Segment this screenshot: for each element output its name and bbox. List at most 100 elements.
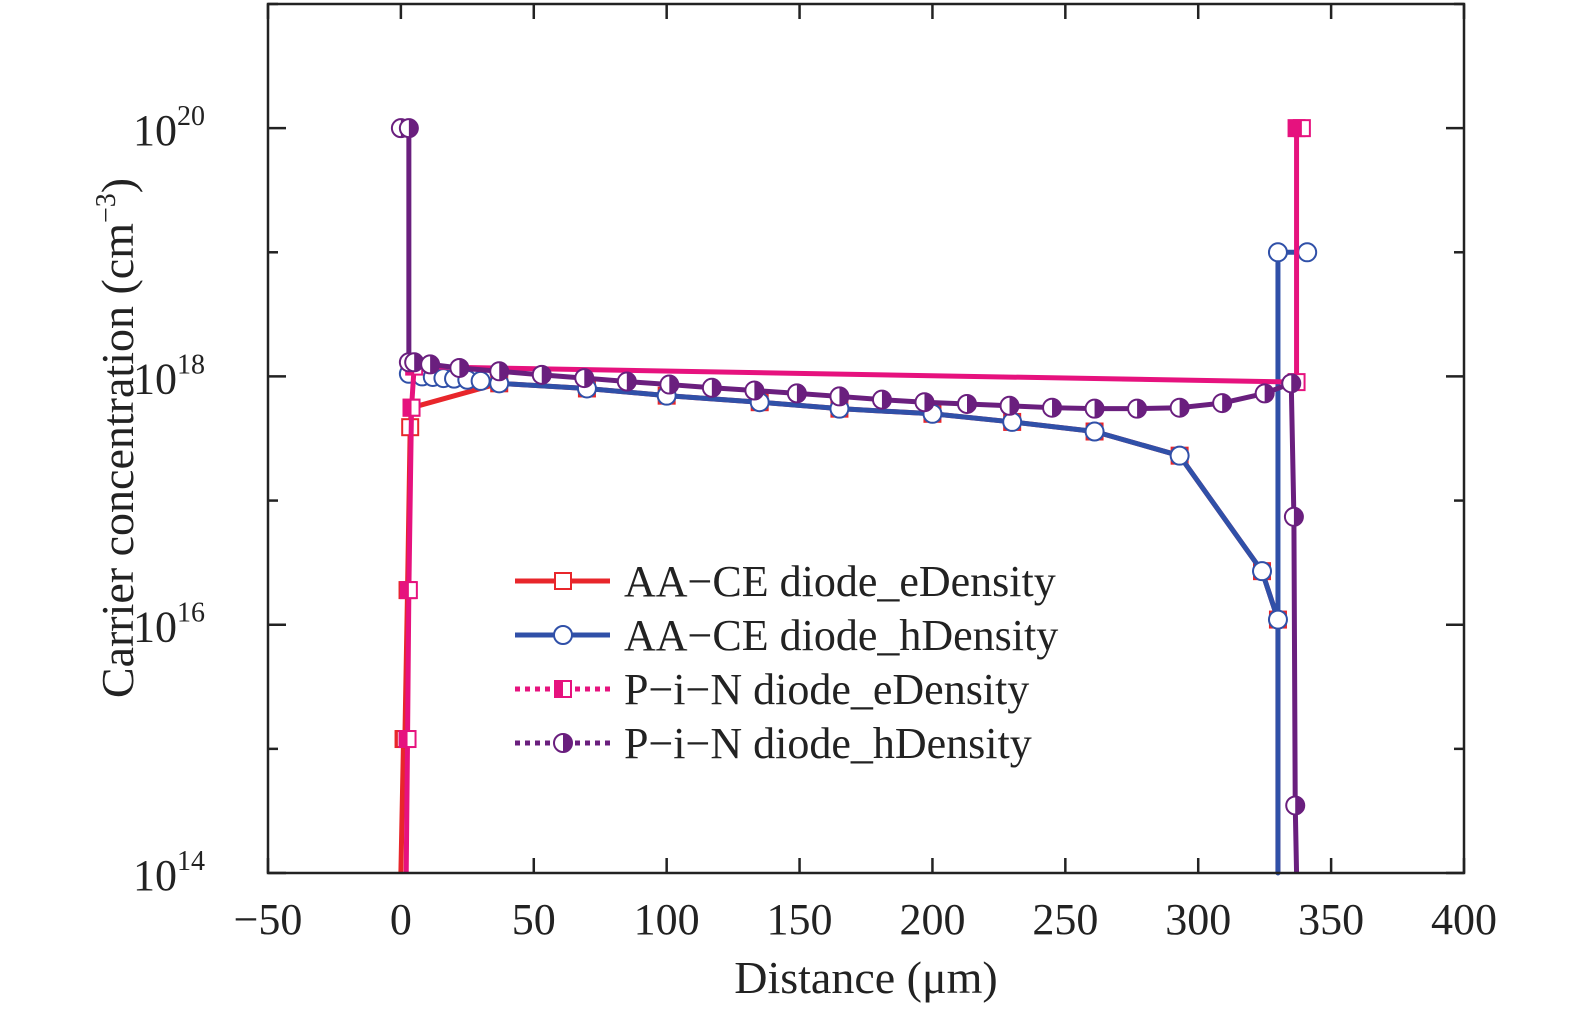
data-point	[1254, 383, 1275, 404]
marker-circle	[1169, 445, 1190, 466]
x-tick-label: 300	[1165, 895, 1231, 944]
x-tick-label: 350	[1298, 895, 1364, 944]
data-point	[701, 377, 722, 398]
marker-square-fill	[399, 731, 408, 748]
x-axis-label: Distance (μm)	[734, 952, 998, 1003]
data-point	[470, 370, 491, 391]
legend-entry: AA−CE diode_eDensity	[515, 557, 1056, 606]
marker-circle-fill	[839, 387, 849, 406]
legend-label: AA−CE diode_eDensity	[624, 557, 1056, 606]
data-point	[1252, 561, 1273, 582]
data-point	[402, 398, 421, 417]
data-point	[999, 395, 1020, 416]
x-tick-labels: −50 0 50 100 150 200 250 300 350 400	[234, 895, 1497, 944]
marker-circle	[553, 625, 573, 645]
marker-square-fill	[1293, 120, 1302, 137]
legend-label: P−i−N diode_hDensity	[624, 719, 1032, 768]
data-point	[659, 374, 680, 395]
y-tick-label: 1016	[133, 598, 205, 652]
data-point	[1084, 421, 1105, 442]
data-point	[399, 581, 418, 600]
data-point	[1267, 242, 1288, 263]
y-tick-exponent: 16	[177, 598, 205, 629]
data-point	[1084, 398, 1105, 419]
data-point	[420, 354, 441, 375]
series-line	[403, 125, 1302, 874]
marker-square	[554, 572, 572, 590]
data-point	[489, 361, 510, 382]
marker-circle-fill	[1137, 399, 1147, 418]
x-tick-label: 50	[512, 895, 556, 944]
marker-circle-fill	[796, 384, 806, 403]
x-tick-label: 150	[767, 895, 833, 944]
y-tick-exponent: 20	[177, 101, 205, 132]
marker-square-fill	[403, 399, 412, 416]
marker-square-fill	[1288, 120, 1297, 137]
marker-square-fill	[400, 582, 409, 599]
marker-circle-fill	[1295, 796, 1305, 815]
data-point	[829, 386, 850, 407]
y-axis-label-close: )	[92, 178, 143, 193]
marker-circle-fill	[1094, 399, 1104, 418]
marker-circle	[1084, 421, 1105, 442]
marker-circle-fill	[881, 390, 891, 409]
x-tick-label: −50	[234, 895, 303, 944]
series-layer	[390, 118, 1318, 876]
plot-frame	[266, 2, 1466, 875]
y-axis-label: Carrier concentration (cm−3)	[91, 178, 143, 698]
marker-circle	[1267, 242, 1288, 263]
x-tick-label: 250	[1032, 895, 1098, 944]
marker-circle-fill	[408, 119, 418, 138]
data-point	[1292, 119, 1311, 138]
data-point	[744, 380, 765, 401]
axis-ticks	[266, 2, 1466, 875]
legend-marker	[554, 572, 572, 590]
series-3	[390, 118, 1306, 874]
data-point	[449, 357, 470, 378]
data-point	[1169, 397, 1190, 418]
data-point	[1169, 445, 1190, 466]
data-point	[786, 383, 807, 404]
marker-circle-fill	[1179, 398, 1189, 417]
data-point	[1002, 411, 1023, 432]
data-point	[956, 393, 977, 414]
data-point	[1267, 609, 1288, 630]
marker-circle-fill	[1264, 384, 1274, 403]
data-point	[1297, 242, 1318, 263]
marker-circle	[1267, 609, 1288, 630]
y-tick-label: 1018	[133, 349, 205, 403]
marker-circle	[1252, 561, 1273, 582]
y-tick-base: 10	[133, 354, 177, 403]
data-point	[914, 392, 935, 413]
data-point	[531, 364, 552, 385]
legend-entry: P−i−N diode_hDensity	[515, 719, 1032, 768]
marker-circle-fill	[966, 394, 976, 413]
marker-circle-fill	[1222, 394, 1232, 413]
marker-circle-fill	[924, 393, 934, 412]
y-tick-exponent: 14	[177, 846, 205, 877]
marker-circle	[1002, 411, 1023, 432]
marker-circle-fill	[499, 362, 509, 381]
data-point	[871, 389, 892, 410]
data-point	[398, 118, 419, 139]
marker-circle-fill	[1293, 507, 1303, 526]
legend-marker	[553, 625, 573, 645]
legend: AA−CE diode_eDensity AA−CE diode_hDensity…	[515, 557, 1058, 768]
marker-square-fill	[555, 681, 563, 697]
x-tick-label: 100	[634, 895, 700, 944]
data-point	[1281, 373, 1302, 394]
marker-circle-fill	[754, 381, 764, 400]
data-point	[1212, 393, 1233, 414]
y-tick-base: 10	[133, 851, 177, 900]
x-tick-label: 200	[899, 895, 965, 944]
marker-circle	[1297, 242, 1318, 263]
marker-circle-fill	[626, 372, 636, 391]
y-axis-label-exponent: −3	[91, 193, 122, 223]
legend-entry: AA−CE diode_hDensity	[515, 611, 1058, 660]
legend-entry: P−i−N diode_eDensity	[515, 665, 1029, 714]
legend-marker	[554, 680, 572, 698]
marker-circle-fill	[1291, 374, 1301, 393]
legend-label: P−i−N diode_eDensity	[624, 665, 1029, 714]
